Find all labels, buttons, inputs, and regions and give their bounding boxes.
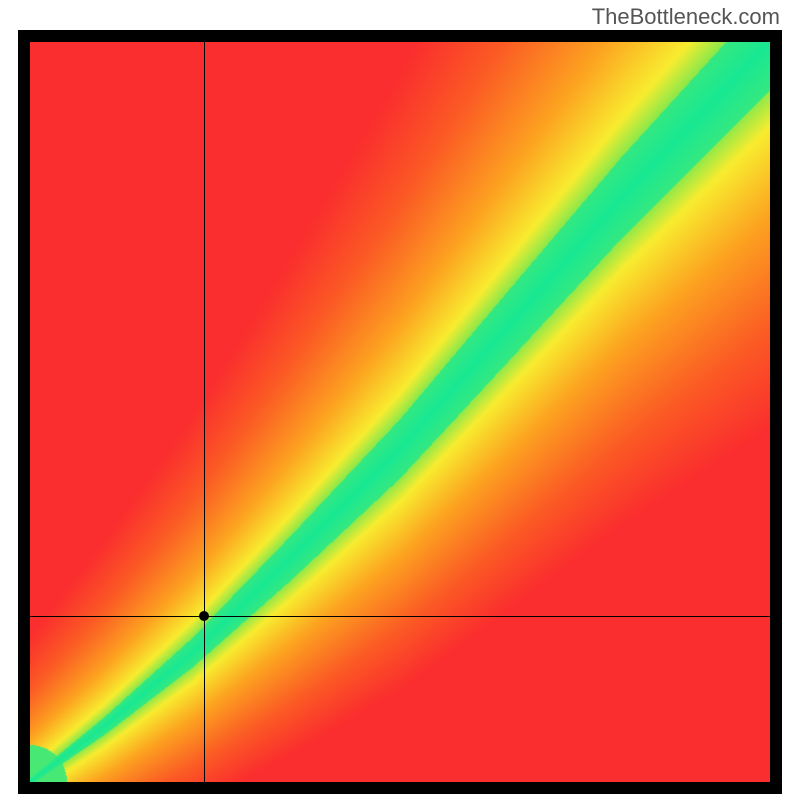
chart-frame xyxy=(18,30,782,794)
crosshair-point xyxy=(199,611,209,621)
crosshair-vertical xyxy=(204,42,205,782)
chart-container: TheBottleneck.com xyxy=(0,0,800,800)
watermark-text: TheBottleneck.com xyxy=(592,4,780,30)
crosshair-horizontal xyxy=(30,616,770,617)
heatmap-canvas xyxy=(30,42,770,782)
heatmap-area xyxy=(30,42,770,782)
